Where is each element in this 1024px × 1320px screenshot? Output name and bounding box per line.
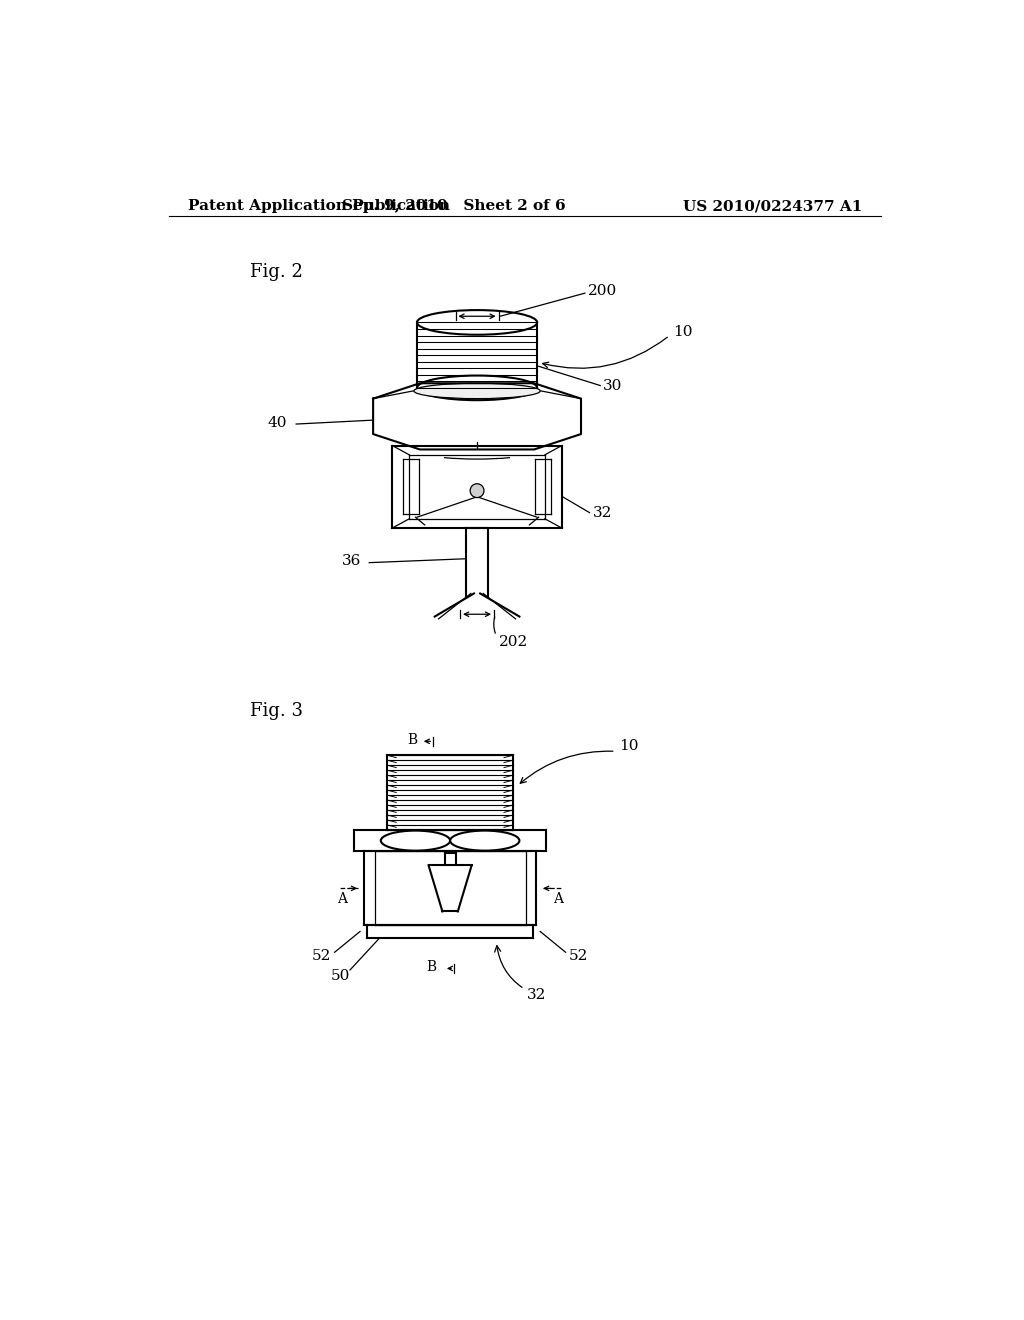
Text: 52: 52 bbox=[312, 949, 331, 964]
Text: Sep. 9, 2010   Sheet 2 of 6: Sep. 9, 2010 Sheet 2 of 6 bbox=[342, 199, 566, 213]
Ellipse shape bbox=[414, 383, 541, 399]
Text: Fig. 2: Fig. 2 bbox=[250, 264, 303, 281]
Text: 32: 32 bbox=[593, 506, 612, 520]
Text: A: A bbox=[337, 892, 347, 906]
Text: 10: 10 bbox=[620, 739, 639, 752]
Text: 202: 202 bbox=[499, 635, 527, 649]
Text: 36: 36 bbox=[342, 554, 361, 568]
Text: 200: 200 bbox=[588, 284, 617, 298]
Text: 50: 50 bbox=[331, 969, 350, 983]
Text: B: B bbox=[426, 960, 436, 974]
Text: 32: 32 bbox=[495, 945, 547, 1002]
Ellipse shape bbox=[381, 830, 451, 850]
Text: B: B bbox=[407, 733, 417, 747]
Text: A: A bbox=[553, 892, 563, 906]
Text: Patent Application Publication: Patent Application Publication bbox=[188, 199, 451, 213]
Text: 40: 40 bbox=[267, 416, 287, 430]
Text: US 2010/0224377 A1: US 2010/0224377 A1 bbox=[683, 199, 862, 213]
Text: Fig. 3: Fig. 3 bbox=[250, 702, 303, 721]
Text: 52: 52 bbox=[569, 949, 589, 964]
Ellipse shape bbox=[451, 830, 519, 850]
Circle shape bbox=[470, 483, 484, 498]
Text: 30: 30 bbox=[603, 379, 623, 392]
Text: 10: 10 bbox=[674, 325, 693, 339]
